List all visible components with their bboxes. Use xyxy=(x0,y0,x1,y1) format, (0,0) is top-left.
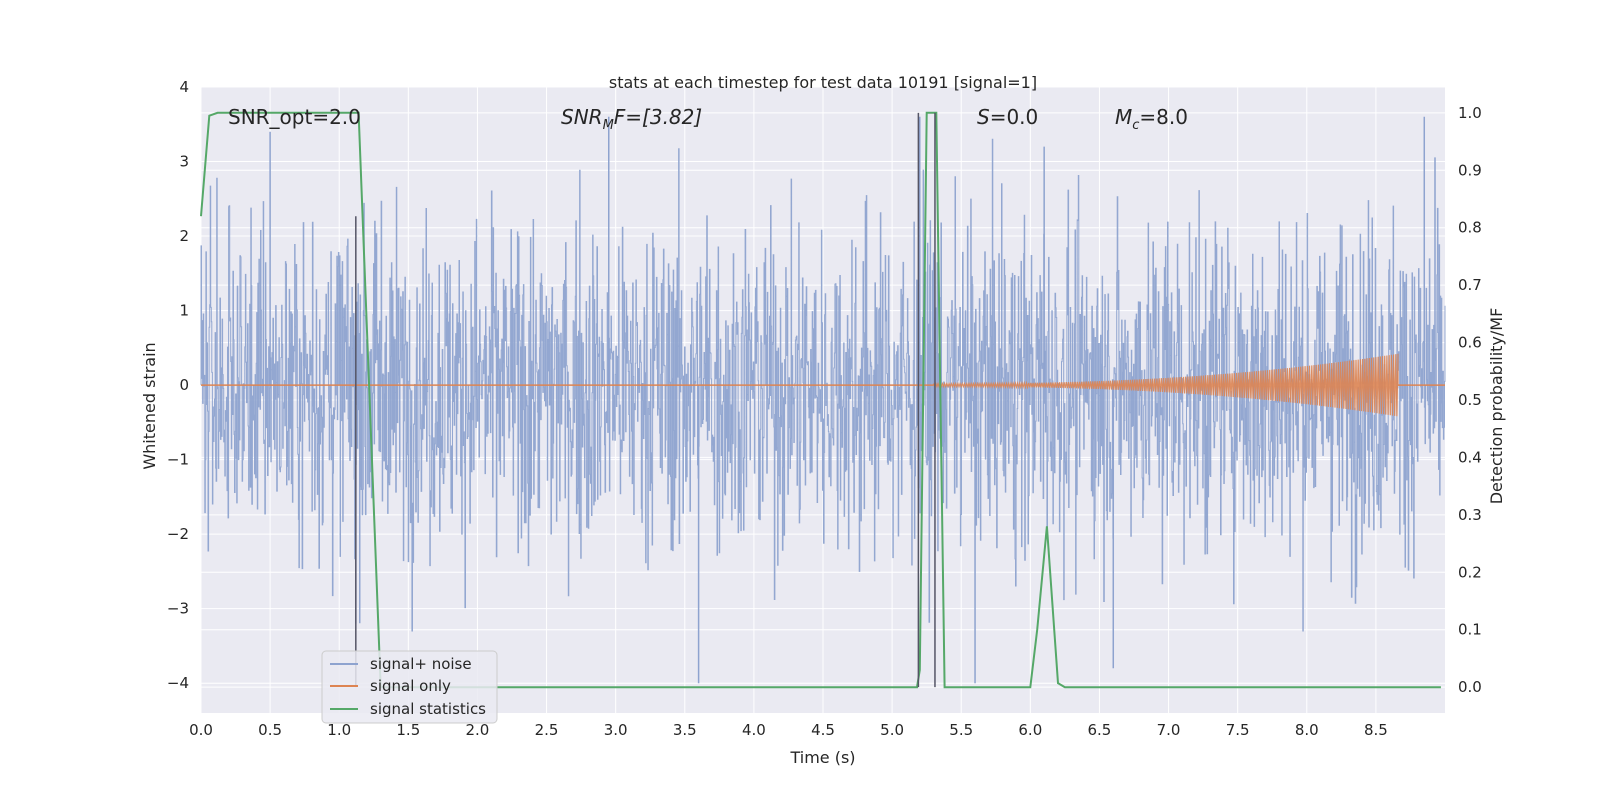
y2-tick-label: 0.4 xyxy=(1458,448,1482,466)
y2-tick-label: 0.9 xyxy=(1458,161,1482,179)
legend-label-noise: signal+ noise xyxy=(370,655,472,673)
y2-tick-label: 0.5 xyxy=(1458,391,1482,409)
annotation-mc-value: =8.0 xyxy=(1139,105,1188,129)
signal-chirp xyxy=(933,353,1399,417)
y-axis-label: Whitened strain xyxy=(140,342,159,469)
annotation-snr-mf-name: SNR xyxy=(561,105,603,129)
annotation-s-name: S xyxy=(977,105,990,129)
y-tick-label: 4 xyxy=(179,78,189,96)
y2-tick-label: 0.0 xyxy=(1458,678,1482,696)
series-signal-statistics xyxy=(200,111,1441,689)
x-axis-label: Time (s) xyxy=(789,748,855,767)
annotation-snr-mf-value: F=[3.82] xyxy=(614,105,702,129)
y2-tick-label: 0.6 xyxy=(1458,334,1482,352)
x-tick-label: 4.0 xyxy=(742,721,766,739)
y-tick-label: −1 xyxy=(167,451,189,469)
x-tick-label: 0.0 xyxy=(189,721,213,739)
y-tick-label: 1 xyxy=(179,302,189,320)
x-tick-label: 5.0 xyxy=(880,721,904,739)
y2-tick-label: 0.3 xyxy=(1458,506,1482,524)
x-tick-label: 8.5 xyxy=(1364,721,1388,739)
y2-tick-label: 1.0 xyxy=(1458,104,1482,122)
x-tick-label: 2.0 xyxy=(466,721,490,739)
y-tick-label: −3 xyxy=(167,600,189,618)
annotation-snr-mf: SNRMF=[3.82] xyxy=(561,105,702,133)
y-tick-label: −2 xyxy=(167,525,189,543)
y-tick-label: −4 xyxy=(167,674,189,692)
annotation-mc: Mc=8.0 xyxy=(1115,105,1188,133)
x-tick-label: 3.0 xyxy=(604,721,628,739)
annotation-mc-name: M xyxy=(1115,105,1132,129)
x-tick-label: 6.5 xyxy=(1088,721,1112,739)
x-tick-label: 7.0 xyxy=(1157,721,1181,739)
ticks: 0.0 0.5 1.0 1.5 2.0 2.5 3.0 3.5 4.0 4.5 5.0 5.5 6.0 6… xyxy=(167,78,1482,739)
annotation-mc-sub: c xyxy=(1132,118,1139,133)
annotation-s-value: =0.0 xyxy=(990,105,1039,129)
stat-line xyxy=(200,111,1441,689)
vlines xyxy=(355,112,936,688)
x-tick-label: 0.5 xyxy=(258,721,282,739)
y-tick-label: 2 xyxy=(179,227,189,245)
x-tick-label: 3.5 xyxy=(673,721,697,739)
annotation-snr-mf-sub: M xyxy=(603,118,614,133)
annotation-snr-opt: SNR_opt=2.0 xyxy=(228,105,361,129)
y2-tick-label: 0.2 xyxy=(1458,563,1482,581)
x-tick-label: 4.5 xyxy=(811,721,835,739)
y-tick-label: 0 xyxy=(179,376,189,394)
x-tick-label: 7.5 xyxy=(1226,721,1250,739)
x-tick-label: 1.5 xyxy=(396,721,420,739)
series-signal-only xyxy=(201,353,1445,417)
y2-tick-label: 0.1 xyxy=(1458,621,1482,639)
legend-label-signal: signal only xyxy=(370,677,451,695)
legend-label-stat: signal statistics xyxy=(370,700,486,718)
x-tick-label: 6.0 xyxy=(1018,721,1042,739)
x-tick-label: 2.5 xyxy=(535,721,559,739)
x-tick-label: 1.0 xyxy=(327,721,351,739)
y2-tick-label: 0.8 xyxy=(1458,219,1482,237)
x-tick-label: 5.5 xyxy=(949,721,973,739)
chart-title: stats at each timestep for test data 101… xyxy=(609,73,1037,92)
y2-axis-label: Detection probability/MF xyxy=(1487,308,1506,505)
y2-tick-label: 0.7 xyxy=(1458,276,1482,294)
x-tick-label: 8.0 xyxy=(1295,721,1319,739)
legend-box xyxy=(321,650,498,724)
y-tick-label: 3 xyxy=(179,153,189,171)
annotation-s: S=0.0 xyxy=(977,105,1038,129)
legend: signal+ noise signal only signal statist… xyxy=(321,650,498,724)
